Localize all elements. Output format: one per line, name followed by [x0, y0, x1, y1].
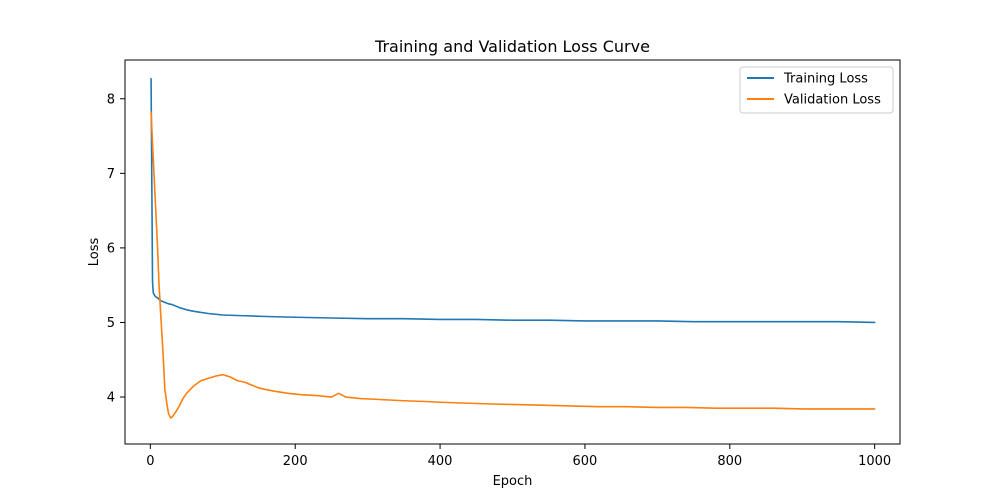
y-axis: 4 5 6 7 8 [107, 92, 125, 406]
legend-item-training-loss: Training Loss [747, 72, 868, 87]
training-loss-line [150, 77, 876, 324]
x-axis: 0 200 400 600 800 1000 [146, 444, 891, 469]
legend-box [739, 66, 894, 114]
chart-title: Training and Validation Loss Curve [374, 37, 650, 56]
y-tick-label: 4 [107, 391, 115, 406]
x-tick-label: 0 [146, 454, 154, 469]
legend: Training Loss Validation Loss [739, 66, 894, 114]
x-tick-label: 600 [573, 454, 598, 469]
legend-label-training-loss: Training Loss [783, 72, 868, 87]
y-tick-label: 5 [107, 316, 115, 331]
series-layer [150, 77, 876, 419]
y-tick-label: 8 [107, 92, 115, 107]
legend-item-validation-loss: Validation Loss [747, 93, 881, 108]
x-tick-label: 400 [428, 454, 453, 469]
y-tick-label: 6 [107, 241, 115, 256]
legend-label-validation-loss: Validation Loss [784, 93, 881, 108]
y-axis-label: Loss [87, 238, 102, 267]
x-tick-label: 1000 [858, 454, 891, 469]
y-tick-label: 7 [107, 167, 115, 182]
plot-frame [124, 59, 901, 445]
x-tick-label: 800 [717, 454, 742, 469]
x-axis-label: Epoch [493, 474, 533, 489]
validation-loss-line [150, 111, 876, 419]
x-tick-label: 200 [283, 454, 308, 469]
